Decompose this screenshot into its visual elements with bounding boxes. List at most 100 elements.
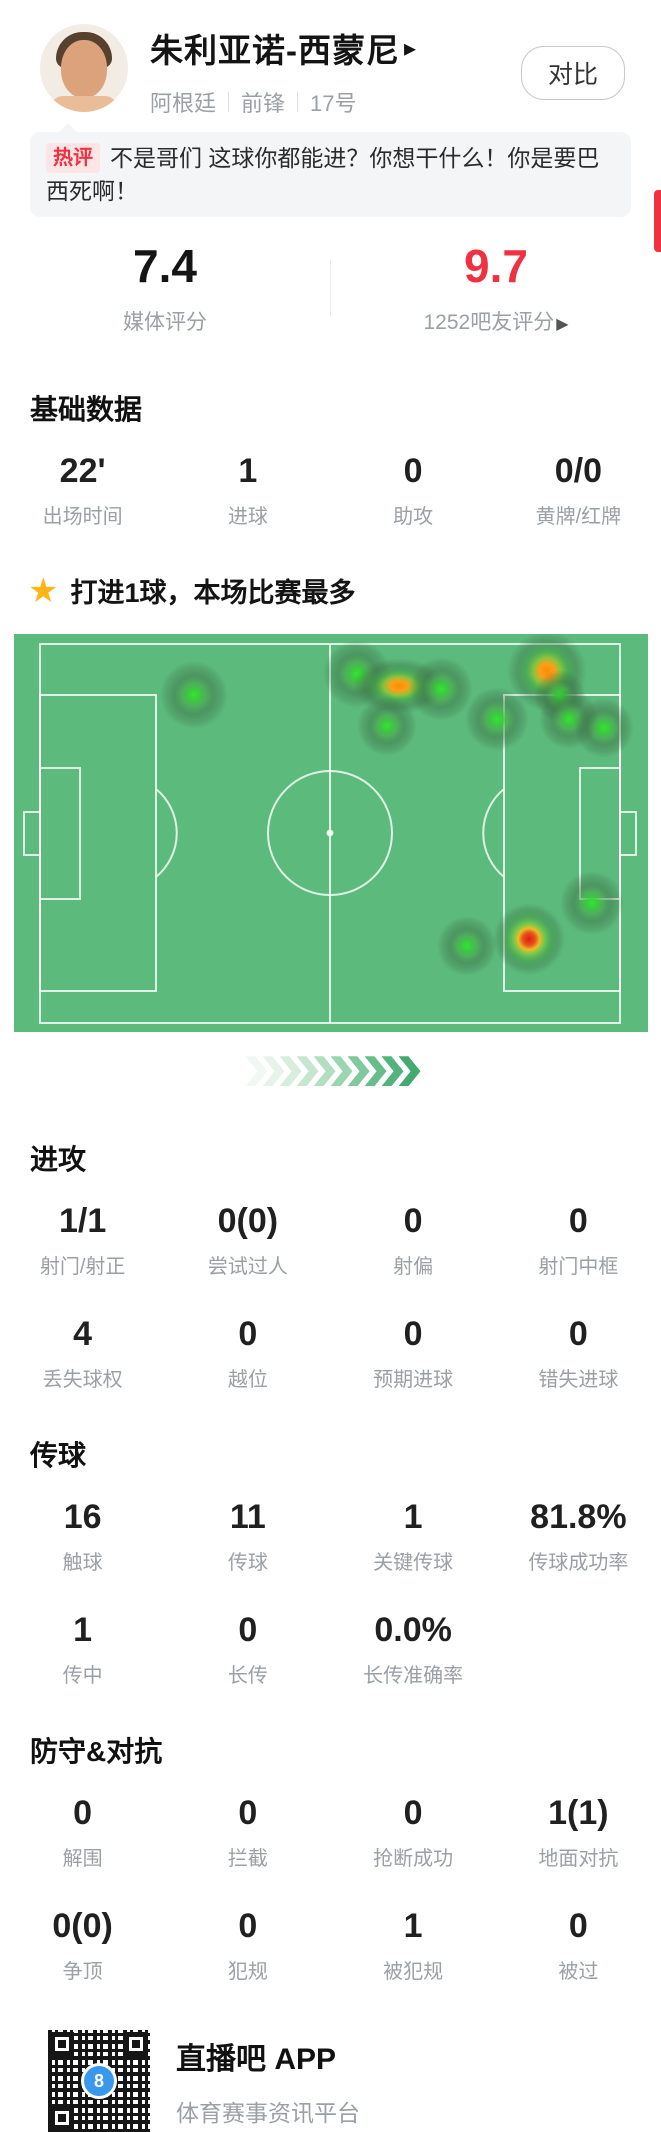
stat-value: 1 (403, 1498, 423, 1537)
stat-cell: 0 犯规 (165, 1907, 330, 1984)
stat-label: 射门中框 (538, 1256, 619, 1279)
stat-value: 0 (238, 1907, 258, 1946)
highlight-text: 打进1球，本场比赛最多 (70, 578, 356, 609)
fans-rating-label[interactable]: 1252吧友评分 ▶ (423, 311, 569, 335)
compare-button[interactable]: 对比 (520, 46, 625, 100)
stat-value: 0 (238, 1611, 258, 1650)
section-title-basic: 基础数据 (30, 394, 143, 426)
stat-label: 抢断成功 (373, 1848, 454, 1871)
stat-cell: 1 关键传球 (331, 1498, 496, 1575)
stat-label: 丢失球权 (42, 1369, 123, 1392)
stat-label: 争顶 (62, 1961, 103, 1984)
stat-value: 0 (403, 1202, 423, 1241)
stat-label: 触球 (62, 1552, 103, 1575)
stat-value: 1 (403, 1907, 423, 1946)
divider (228, 92, 230, 112)
player-number: 17号 (310, 91, 357, 116)
stat-label: 犯规 (227, 1961, 268, 1984)
section-title-defense: 防守&对抗 (30, 1736, 163, 1768)
stat-value: 0(0) (52, 1907, 113, 1946)
hot-comment-text: 不是哥们 这球你都能进？你想干什么！你是要巴西死啊！ (46, 145, 600, 204)
stat-value: 1 (238, 452, 258, 491)
stat-value: 0 (403, 1794, 423, 1833)
stat-cell: 0 越位 (165, 1315, 330, 1392)
avatar-shoulders (50, 96, 118, 112)
stat-value: 0 (568, 1202, 588, 1241)
stat-label: 黄牌/红牌 (535, 506, 622, 529)
stat-label: 被犯规 (383, 1961, 444, 1984)
stat-value: 0 (403, 1315, 423, 1354)
stat-cell: 0 长传 (165, 1611, 330, 1688)
media-rating-label: 媒体评分 (123, 311, 207, 335)
pitch-heatmap (14, 631, 648, 1033)
stat-value: 0/0 (554, 452, 602, 491)
media-rating: 7.4 媒体评分 (0, 239, 330, 336)
heat-point (409, 657, 473, 722)
fans-rating[interactable]: 9.7 1252吧友评分 ▶ (331, 239, 661, 336)
stat-cell: 0 抢断成功 (331, 1794, 496, 1871)
stat-label: 传中 (62, 1665, 103, 1688)
stat-label: 射偏 (393, 1256, 434, 1279)
app-footer: 8 直播吧 APP 体育赛事资讯平台 (48, 2030, 661, 2132)
highlight-row: ★ 打进1球，本场比赛最多 (28, 571, 661, 610)
stat-label: 错失进球 (538, 1369, 619, 1392)
stat-cell: 1 被犯规 (331, 1907, 496, 1984)
heat-point (357, 696, 417, 757)
app-logo-icon: 8 (81, 2063, 117, 2100)
section-title-attack: 进攻 (30, 1144, 87, 1176)
stat-cell: 11 传球 (165, 1498, 330, 1575)
stat-cell: 0 解围 (0, 1794, 165, 1871)
hot-comment-bubble[interactable]: 热评 不是哥们 这球你都能进？你想干什么！你是要巴西死啊！ (30, 122, 631, 218)
player-position: 前锋 (241, 91, 286, 116)
attack-stats-grid: 1/1 射门/射正 0(0) 尝试过人 0 射偏 0 射门中框 4 丢失球权 0… (0, 1202, 661, 1392)
stat-cell: 1(1) 地面对抗 (496, 1794, 661, 1871)
arrow-right-icon: ▶ (556, 316, 569, 334)
heat-point (465, 687, 529, 752)
avatar-face (61, 40, 107, 98)
stat-cell: 0 射偏 (331, 1202, 496, 1279)
chevron-right-icon[interactable]: ▸ (404, 34, 417, 62)
stat-label: 越位 (227, 1369, 268, 1392)
stat-cell: 0 错失进球 (496, 1315, 661, 1392)
hot-comment-badge: 热评 (46, 143, 100, 173)
divider (330, 259, 331, 316)
stat-label: 被过 (558, 1961, 599, 1984)
heat-point (493, 903, 565, 976)
stat-cell: 1 进球 (165, 452, 330, 529)
stat-cell: 16 触球 (0, 1498, 165, 1575)
app-tagline: 体育赛事资讯平台 (176, 2100, 360, 2127)
divider (297, 92, 299, 112)
stat-value: 81.8% (530, 1498, 627, 1537)
stat-cell: 0 预期进球 (331, 1315, 496, 1392)
stat-value: 0 (238, 1315, 258, 1354)
stat-cell: 22' 出场时间 (0, 452, 165, 529)
stat-label: 长传准确率 (363, 1665, 464, 1688)
heat-point (437, 916, 497, 977)
player-header: 朱利亚诺-西蒙尼 ▸ 阿根廷 前锋 17号 对比 (0, 0, 661, 118)
stat-cell: 0(0) 争顶 (0, 1907, 165, 1984)
defense-stats-grid: 0 解围 0 拦截 0 抢断成功 1(1) 地面对抗 0(0) 争顶 0 犯规 … (0, 1794, 661, 1984)
stat-label: 出场时间 (42, 506, 123, 529)
stat-cell: 0 被过 (496, 1907, 661, 1984)
player-subtitle: 阿根廷 前锋 17号 (150, 86, 521, 118)
stat-label: 传球 (227, 1552, 268, 1575)
stat-label: 传球成功率 (528, 1552, 629, 1575)
stat-value: 16 (63, 1498, 102, 1537)
heat-point (574, 698, 634, 759)
stat-label: 关键传球 (373, 1552, 454, 1575)
qr-finder-icon (124, 2032, 148, 2057)
player-name: 朱利亚诺-西蒙尼 (150, 32, 400, 69)
heatmap-layer (160, 631, 634, 977)
edge-floating-tab[interactable] (654, 190, 661, 252)
stat-label: 射门/射正 (39, 1256, 126, 1279)
stat-label: 长传 (227, 1665, 268, 1688)
stat-label: 预期进球 (373, 1369, 454, 1392)
stat-value: 0 (568, 1315, 588, 1354)
fans-rating-value: 9.7 (464, 240, 528, 293)
stat-cell: 0 助攻 (331, 452, 496, 529)
ratings-row: 7.4 媒体评分 9.7 1252吧友评分 ▶ (0, 239, 661, 336)
player-team: 阿根廷 (150, 91, 217, 116)
stat-cell: 0/0 黄牌/红牌 (496, 452, 661, 529)
chevron-arrows (0, 1056, 661, 1087)
stat-value: 0 (238, 1794, 258, 1833)
